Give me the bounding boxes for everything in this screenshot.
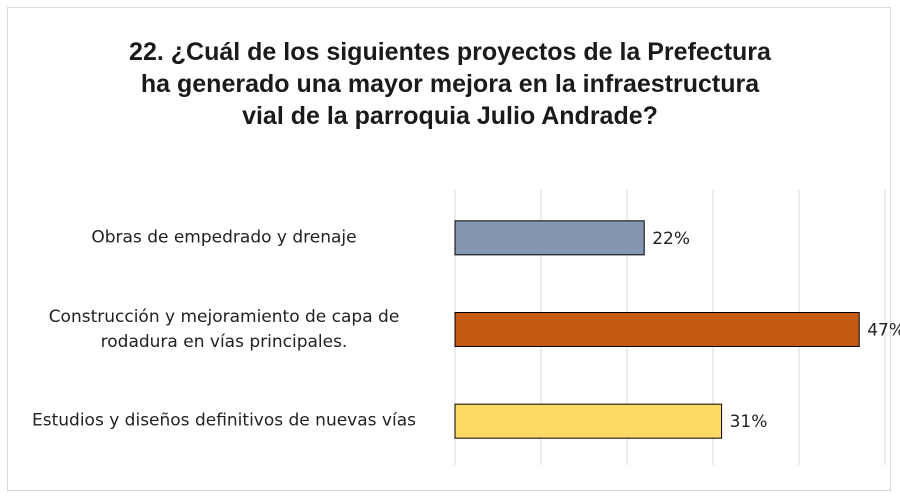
bar <box>454 403 723 439</box>
chart-frame <box>7 7 891 491</box>
category-label: Construcción y mejoramiento de capa de r… <box>48 306 400 352</box>
bar <box>454 220 645 256</box>
data-label: 31% <box>730 412 768 432</box>
category-label: Obras de empedrado y drenaje <box>91 227 357 248</box>
data-label: 22% <box>652 229 690 249</box>
chart-title: 22. ¿Cuál de los siguientes proyectos de… <box>129 38 771 130</box>
category-label: Estudios y diseños definitivos de nuevas… <box>32 410 416 431</box>
bar <box>454 312 860 347</box>
data-label: 47% <box>867 321 900 341</box>
